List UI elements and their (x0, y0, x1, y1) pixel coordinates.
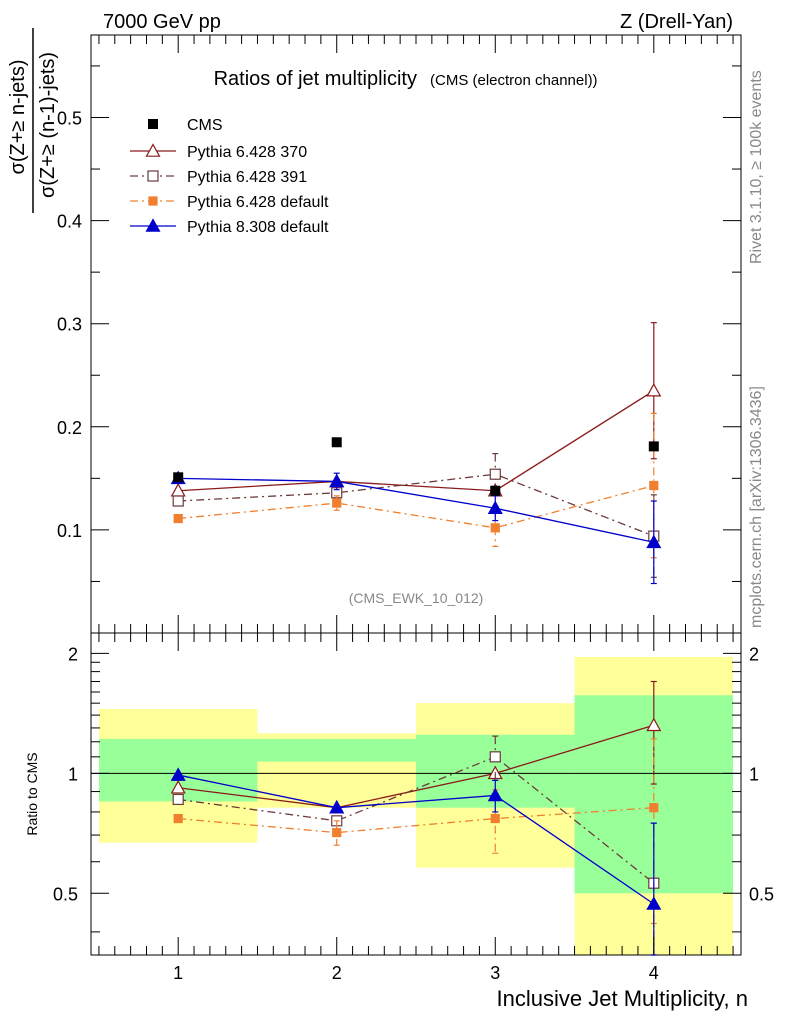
ratio-data-point (170, 780, 186, 794)
ratio-data-point (173, 813, 183, 824)
x-axis-label: Inclusive Jet Multiplicity, n (497, 986, 748, 1011)
series-line (178, 484, 654, 529)
data-point (646, 382, 662, 397)
ratio-y-axis-label: Ratio to CMS (24, 752, 40, 835)
x-tick-label: 4 (649, 963, 659, 983)
rivet-info-label: Rivet 3.1.10, ≥ 100k events (748, 70, 765, 264)
legend-marker (145, 218, 161, 232)
y-tick-label: 0.4 (57, 212, 82, 232)
chart-title: Ratios of jet multiplicity (214, 68, 417, 90)
ratio-series-line (178, 756, 655, 884)
ratio-data-point (172, 793, 184, 806)
x-tick-label: 3 (490, 963, 500, 983)
ratio-data-point (646, 896, 662, 910)
ratio-data-marks (170, 680, 662, 956)
header-left-label: 7000 GeV pp (103, 11, 221, 33)
legend-cms-marker (148, 119, 158, 129)
legend-marker (148, 196, 158, 206)
data-point (489, 468, 501, 480)
ratio-y-tick-label-right: 1 (749, 764, 759, 784)
ratio-plot: 0.5 0.5 1 1 2 2 Ratio to CMS (24, 632, 774, 956)
data-point (646, 534, 662, 549)
x-tick-label: 2 (332, 963, 342, 983)
legend-label: Pythia 6.428 391 (187, 169, 307, 186)
cms-data-point (331, 437, 342, 448)
series-line (178, 390, 655, 492)
legend: CMS Pythia 6.428 370 Pythia 6.428 391 Pythi… (130, 117, 329, 236)
ratio-y-tick-label: 1 (68, 764, 78, 784)
ratio-band-inner (257, 738, 416, 762)
ratio-data-point (487, 787, 503, 802)
data-point (487, 500, 503, 515)
main-data-marks (170, 322, 662, 585)
ratio-data-point (170, 767, 186, 781)
chart-subtitle: (CMS (electron channel)) (430, 72, 598, 89)
series-line (178, 473, 655, 537)
data-point (332, 498, 342, 508)
legend-marker (147, 170, 159, 182)
data-point (490, 523, 500, 533)
ratio-data-point (649, 803, 659, 813)
x-tick-label: 1 (173, 963, 183, 983)
ratio-data-point (329, 799, 345, 814)
cms-data-point (490, 485, 501, 496)
analysis-watermark: (CMS_EWK_10_012) (349, 590, 484, 606)
legend-marker (145, 143, 161, 157)
data-point (649, 480, 659, 491)
ratio-data-point (646, 717, 662, 732)
ratio-data-point (489, 751, 501, 763)
legend-cms-label: CMS (187, 117, 223, 134)
legend-label: Pythia 8.308 default (187, 219, 329, 236)
ratio-y-tick-label-right: 2 (749, 644, 759, 664)
data-point (173, 513, 183, 524)
y-tick-label: 0.1 (57, 521, 82, 541)
main-y-axis-label: σ(Z+≥ n-jets) σ(Z+≥ (n-1)-jets) (7, 28, 59, 213)
header-right-label: Z (Drell-Yan) (620, 11, 733, 33)
y-tick-label: 0.2 (57, 418, 82, 438)
y-axis-label-numerator: σ(Z+≥ n-jets) (7, 60, 29, 175)
y-tick-label: 0.3 (57, 315, 82, 335)
ratio-data-point (332, 827, 342, 838)
legend-label: Pythia 6.428 default (187, 194, 329, 211)
main-y-axis: 0.1 0.2 0.3 0.4 0.5 (57, 65, 741, 634)
mcplots-source-label: mcplots.cern.ch [arXiv:1306.3436] (748, 386, 765, 628)
data-point (329, 473, 345, 488)
cms-data-point (173, 472, 184, 483)
ratio-series-line (178, 774, 655, 905)
ratio-y-tick-label: 2 (68, 644, 78, 664)
ratio-series-line (178, 807, 654, 834)
ratio-uncertainty-bands (91, 656, 741, 955)
x-axis: 1 2 3 4 (98, 35, 734, 983)
ratio-data-point (490, 813, 500, 824)
series-line (178, 477, 654, 543)
main-plot: Ratios of jet multiplicity (CMS (electro… (57, 34, 742, 634)
data-point (172, 495, 184, 507)
cms-data-point (648, 441, 659, 452)
y-axis-label-denominator: σ(Z+≥ (n-1)-jets) (37, 52, 59, 198)
ratio-y-axis: 0.5 0.5 1 1 2 2 (53, 644, 774, 933)
legend-label: Pythia 6.428 370 (187, 144, 307, 161)
ratio-y-tick-label-right: 0.5 (749, 884, 774, 904)
ratio-series-line (178, 724, 654, 809)
ratio-y-tick-label: 0.5 (53, 884, 78, 904)
y-tick-label: 0.5 (57, 108, 82, 128)
